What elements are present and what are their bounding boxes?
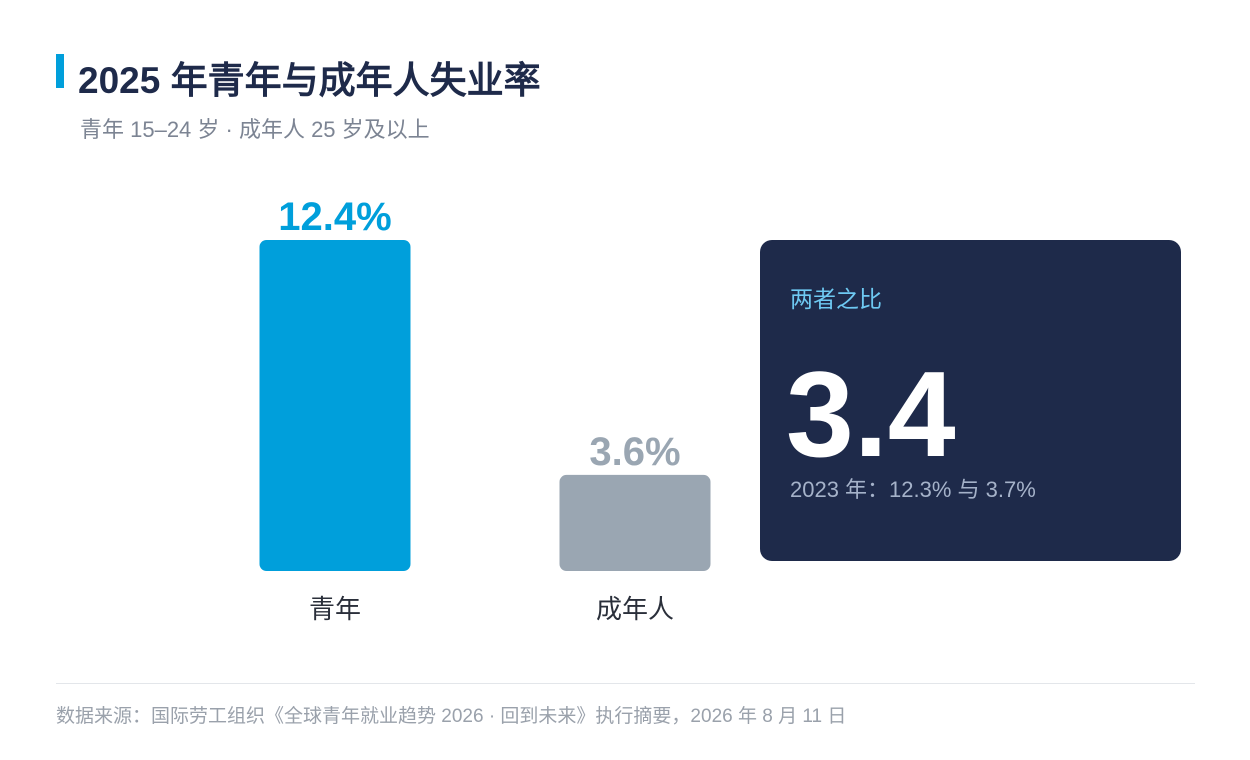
chart-subtitle: 青年 15–24 岁 · 成年人 25 岁及以上 [80, 117, 430, 142]
ratio-card-label: 两者之比 [790, 286, 882, 312]
ratio-card-note: 2023 年：12.3% 与 3.7% [790, 477, 1036, 502]
ratio-card: 两者之比 3.4 2023 年：12.3% 与 3.7% [760, 240, 1181, 561]
bar-chart: 12.4% 青年 3.6% 成年人 [259, 195, 711, 624]
bar-adult [559, 474, 711, 571]
title-accent-bar [56, 54, 64, 88]
ratio-value: 3.4 [786, 346, 956, 482]
bar-youth [259, 240, 411, 571]
value-label-adult: 3.6% [589, 430, 680, 474]
chart-title: 2025 年青年与成年人失业率 [78, 60, 541, 101]
source-note: 数据来源：国际劳工组织《全球青年就业趋势 2026 · 回到未来》执行摘要，20… [56, 706, 847, 727]
category-label-adult: 成年人 [596, 594, 674, 624]
value-label-youth: 12.4% [278, 195, 391, 239]
footer-divider [56, 683, 1195, 684]
category-label-youth: 青年 [309, 594, 361, 624]
